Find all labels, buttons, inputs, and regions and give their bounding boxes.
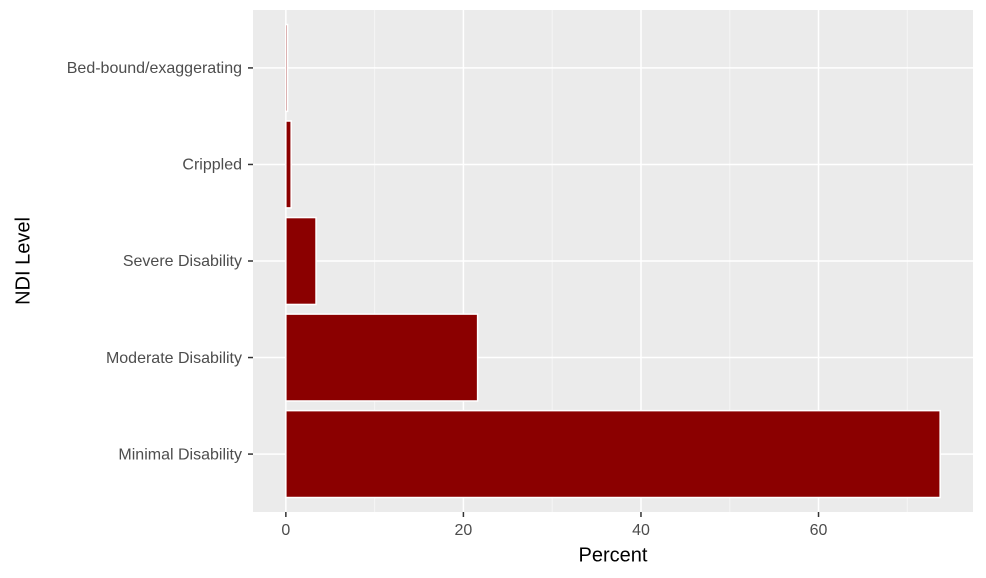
y-tick-label: Moderate Disability [106, 350, 242, 367]
x-tick-label: 0 [281, 522, 290, 539]
bar [285, 23, 289, 113]
y-tick-label: Crippled [182, 157, 242, 174]
bar [285, 409, 941, 499]
bar [285, 120, 292, 209]
y-tick-label: Severe Disability [123, 253, 242, 270]
y-tick-label: Minimal Disability [118, 446, 242, 463]
y-tick-label: Bed-bound/exaggerating [67, 60, 242, 77]
x-tick-label: 60 [810, 522, 828, 539]
bar [285, 216, 317, 306]
y-axis-title: NDI Level [12, 217, 34, 305]
x-tick-label: 20 [455, 522, 473, 539]
x-axis-title: Percent [579, 544, 648, 566]
bar [285, 313, 479, 402]
x-tick-label: 40 [632, 522, 650, 539]
